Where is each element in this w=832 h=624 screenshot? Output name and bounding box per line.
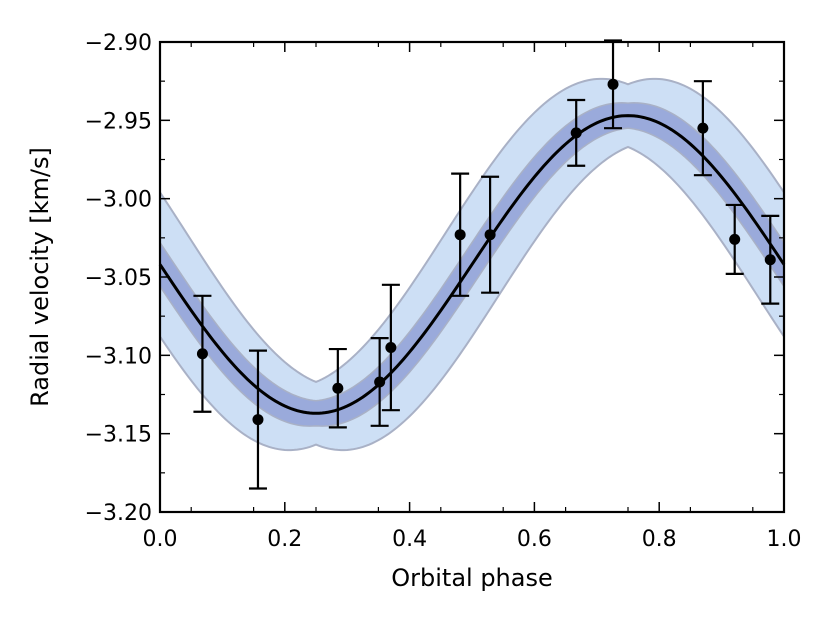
data-point-5 <box>385 342 397 353</box>
y-tick-label: −3.10 <box>85 344 152 369</box>
model-curve-group <box>158 114 786 415</box>
x-tick-label: 0.8 <box>642 527 677 552</box>
y-tick-label: −2.95 <box>85 109 152 134</box>
x-tick-label: 0.0 <box>143 527 178 552</box>
data-point-11 <box>729 233 741 245</box>
y-tick-label: −2.90 <box>85 31 152 56</box>
data-point-3 <box>332 382 344 394</box>
y-tick-label: −3.05 <box>85 266 152 291</box>
data-point-7 <box>484 229 496 241</box>
data-point-9 <box>607 78 619 90</box>
x-tick-label: 1.0 <box>767 527 802 552</box>
axis-ticks <box>159 41 785 513</box>
data-point-10 <box>697 122 709 134</box>
model-curve <box>158 114 786 415</box>
y-tick-label: −3.00 <box>85 188 152 213</box>
y-tick-labels: −2.90 −2.95 −3.00 −3.05 −3.10 −3.15 −3.20 <box>85 31 152 526</box>
data-point-12 <box>764 254 776 266</box>
y-axis-label: Radial velocity [km/s] <box>26 147 54 407</box>
data-point-1 <box>196 348 208 360</box>
y-tick-label: −3.20 <box>85 501 152 526</box>
x-tick-label: 0.2 <box>267 527 302 552</box>
x-tick-label: 0.6 <box>517 527 552 552</box>
data-points <box>196 78 776 426</box>
x-tick-labels: 0.0 0.2 0.4 0.6 0.8 1.0 <box>143 527 802 552</box>
x-axis-label: Orbital phase <box>391 564 553 592</box>
data-point-2 <box>252 414 264 426</box>
data-point-4 <box>374 376 386 388</box>
x-tick-label: 0.4 <box>392 527 427 552</box>
data-point-8 <box>570 127 582 139</box>
y-tick-label: −3.15 <box>85 423 152 448</box>
data-point-6 <box>454 229 466 241</box>
